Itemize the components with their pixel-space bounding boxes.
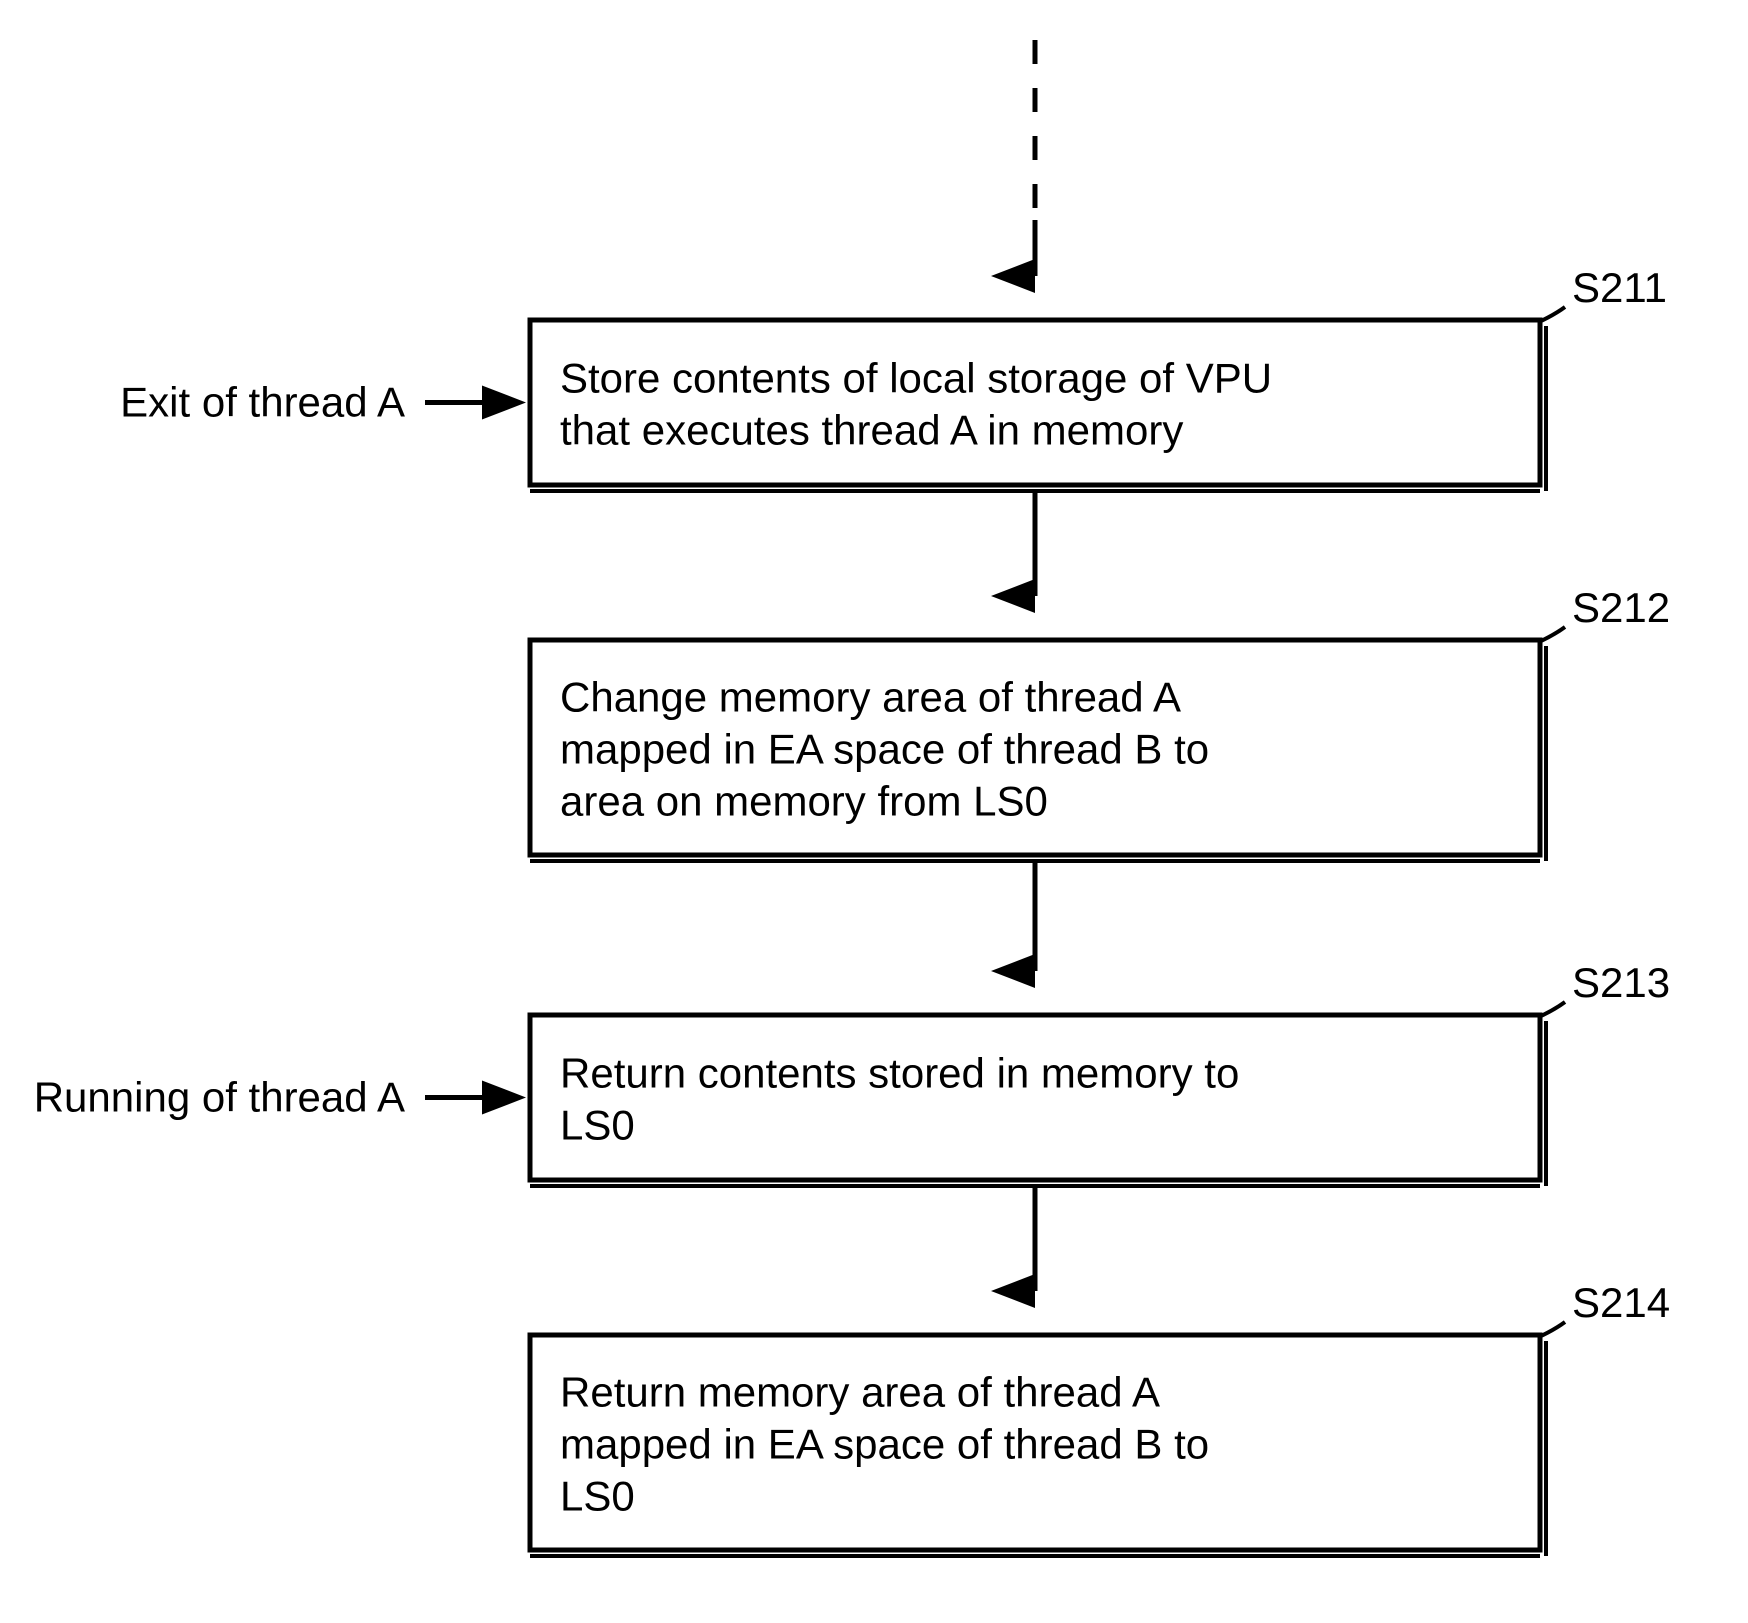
step-label: S213 (1572, 959, 1670, 1006)
side-label: Running of thread A (34, 1074, 405, 1121)
side-label: Exit of thread A (120, 379, 405, 426)
flow-step-text: area on memory from LS0 (560, 778, 1048, 825)
flow-step-text: Store contents of local storage of VPU (560, 355, 1272, 402)
step-label: S211 (1572, 264, 1667, 311)
flow-step-box (530, 1015, 1540, 1180)
flow-step-box (530, 320, 1540, 485)
flow-step-text: LS0 (560, 1102, 635, 1149)
flow-step-text: Change memory area of thread A (560, 674, 1181, 721)
step-label: S212 (1572, 584, 1670, 631)
step-label: S214 (1572, 1279, 1670, 1326)
flow-step-text: LS0 (560, 1473, 635, 1520)
flow-step-text: mapped in EA space of thread B to (560, 726, 1209, 773)
flow-step-text: Return memory area of thread A (560, 1369, 1160, 1416)
flow-step-text: mapped in EA space of thread B to (560, 1421, 1209, 1468)
flow-step-text: that executes thread A in memory (560, 407, 1183, 454)
flowchart-root: S211 Store contents of local storage of V… (0, 0, 1748, 1623)
flow-step-text: Return contents stored in memory to (560, 1050, 1239, 1097)
